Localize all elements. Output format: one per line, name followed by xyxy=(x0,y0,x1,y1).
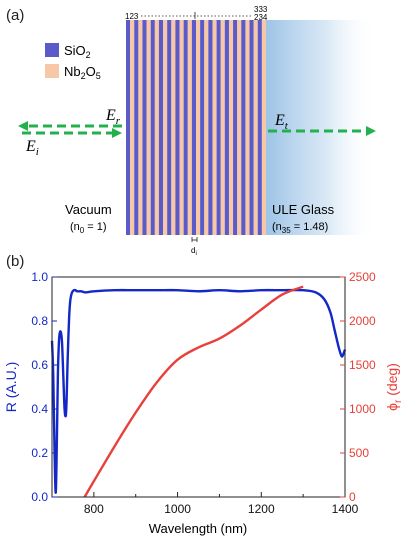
nb2o5-layer xyxy=(146,20,151,235)
nb2o5-layer xyxy=(245,20,250,235)
panel-b-label: (b) xyxy=(6,253,24,270)
nb2o5-layer xyxy=(204,20,209,235)
reflectivity-phase-chart: 800 1000 1200 1400 0.0 0.2 0.4 0.6 0.8 1.0 0 500 100… xyxy=(3,270,404,536)
ule-glass-index: (n35 = 1.48) xyxy=(272,221,328,235)
sio2-layer xyxy=(175,20,180,235)
nb2o5-layer xyxy=(237,20,242,235)
x-tick-label: 1000 xyxy=(164,502,191,516)
plot-frame xyxy=(51,276,346,498)
panel-a-label: (a) xyxy=(6,7,24,24)
nb2o5-layer xyxy=(171,20,176,235)
x-tick-label: 1200 xyxy=(248,502,275,516)
x-tick-label: 1400 xyxy=(332,502,359,516)
sio2-layer xyxy=(126,20,131,235)
sio2-layer xyxy=(241,20,246,235)
reflectivity-series-line xyxy=(50,288,347,494)
thickness-label: di xyxy=(191,246,197,257)
sio2-layer xyxy=(183,20,188,235)
plot-lines xyxy=(50,285,347,498)
nb2o5-layer xyxy=(130,20,135,235)
sio2-layer xyxy=(208,20,213,235)
sio2-layer xyxy=(150,20,155,235)
left-y-tick-label: 0.4 xyxy=(31,402,48,416)
nb2o5-layer xyxy=(196,20,201,235)
legend-label-sio2: SiO2 xyxy=(64,43,91,60)
left-y-tick-label: 0.6 xyxy=(31,358,48,372)
sio2-layer xyxy=(224,20,229,235)
x-tick-label: 800 xyxy=(84,502,104,516)
incident-field-label: Ei xyxy=(25,138,39,158)
left-y-tick-label: 0.8 xyxy=(31,314,48,328)
vacuum-index: (n0 = 1) xyxy=(70,221,107,235)
reflected-field-label: Er xyxy=(105,107,121,127)
nb2o5-layer xyxy=(228,20,234,235)
right-y-tick-label: 500 xyxy=(349,446,369,460)
sio2-layer xyxy=(142,20,147,235)
legend-label-nb2o5: Nb2O5 xyxy=(64,64,101,81)
nb2o5-layer xyxy=(187,20,192,235)
sio2-layer xyxy=(200,20,205,235)
right-y-tick-label: 2000 xyxy=(349,314,376,328)
left-y-tick-label: 0.2 xyxy=(31,446,48,460)
sio2-layer xyxy=(216,20,221,235)
right-y-tick-label: 1500 xyxy=(349,358,376,372)
right-y-tick-label: 2500 xyxy=(349,270,376,284)
axis-ticks: 800 1000 1200 1400 0.0 0.2 0.4 0.6 0.8 1.0 0 500 100… xyxy=(31,270,376,516)
sio2-layer xyxy=(249,20,254,235)
phase-series-line xyxy=(83,285,304,498)
multilayer-stack xyxy=(126,20,267,235)
nb2o5-layer xyxy=(179,20,184,235)
nb2o5-layer xyxy=(220,20,225,235)
nb2o5-layer xyxy=(261,20,267,235)
sio2-layer xyxy=(134,20,139,235)
right-y-axis-label: ϕr (deg) xyxy=(384,363,404,411)
sio2-layer xyxy=(257,20,262,235)
sio2-layer xyxy=(191,20,197,235)
nb2o5-layer xyxy=(138,20,143,235)
sio2-layer xyxy=(233,20,238,235)
layer-index-right-top: 333 xyxy=(254,5,268,14)
nb2o5-layer xyxy=(163,20,168,235)
right-y-tick-label: 1000 xyxy=(349,402,376,416)
transmitted-field-label: Et xyxy=(274,112,289,132)
legend-swatch-nb2o5 xyxy=(45,64,59,78)
legend-swatch-sio2 xyxy=(45,43,59,57)
left-y-tick-label: 1.0 xyxy=(31,270,48,284)
nb2o5-layer xyxy=(212,20,217,235)
right-y-tick-label: 0 xyxy=(349,490,356,504)
x-axis-label: Wavelength (nm) xyxy=(149,521,248,536)
left-y-axis-label: R (A.U.) xyxy=(3,362,19,413)
ule-glass-label: ULE Glass xyxy=(272,202,335,217)
layer-index-right-bottom: 234 xyxy=(254,13,268,22)
layer-index-left: 123 xyxy=(125,12,139,21)
vacuum-label: Vacuum xyxy=(65,202,112,217)
nb2o5-layer xyxy=(253,20,258,235)
left-y-tick-label: 0.0 xyxy=(31,490,48,504)
nb2o5-layer xyxy=(154,20,159,235)
sio2-layer xyxy=(167,20,172,235)
sio2-layer xyxy=(158,20,164,235)
ule-glass-substrate xyxy=(266,20,376,235)
